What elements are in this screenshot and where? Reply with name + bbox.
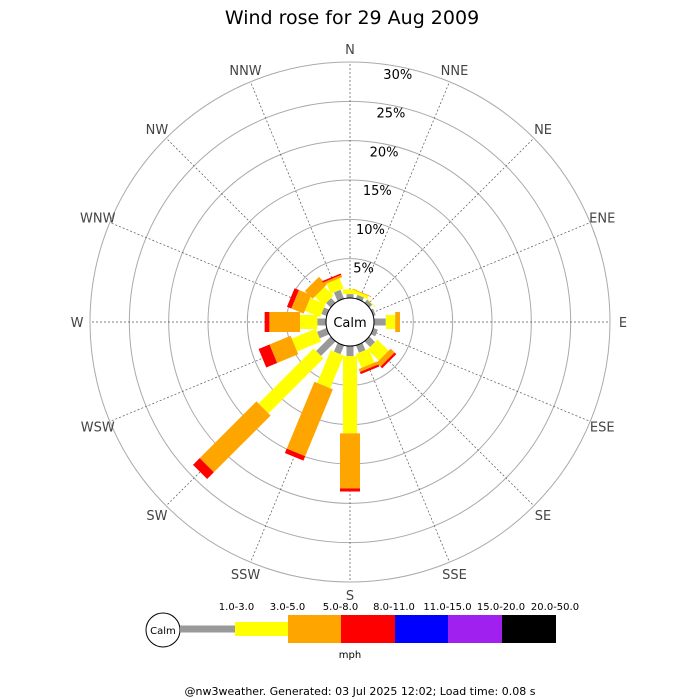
grid-spoke-SSE: [358, 344, 450, 563]
grid-spoke-NNE: [358, 81, 450, 300]
bar-SW-bin-1: [258, 348, 324, 414]
calm-center: Calm: [325, 297, 375, 347]
legend-bin-label: 15.0-20.0: [477, 602, 525, 613]
bar-WNW-bin-0: [321, 307, 330, 317]
footer-text: @nw3weather. Generated: 03 Jul 2025 12:0…: [185, 685, 536, 698]
direction-label-W: W: [71, 316, 84, 331]
radial-tick-label: 20%: [370, 145, 399, 160]
legend-swatch-1: [235, 622, 288, 636]
bar-SW-bin-3: [193, 458, 214, 479]
bar-SSW-bin-1: [317, 350, 344, 389]
bar-NW-bin-2: [304, 276, 327, 299]
bar-SSE-bin-1: [355, 348, 375, 368]
direction-label-NNE: NNE: [441, 64, 469, 79]
legend-swatch-2: [288, 615, 341, 643]
bar-SSE-bin-2: [358, 361, 379, 372]
legend-swatch-5: [448, 615, 502, 643]
bar-WNW-bin-2: [291, 290, 312, 314]
bar-WNW-bin-1: [304, 297, 326, 318]
direction-label-S: S: [346, 589, 354, 604]
bar-SSE-bin-0: [355, 342, 366, 353]
bar-WSW-bin-0: [317, 327, 330, 339]
legend-bin-label: 1.0-3.0: [219, 602, 254, 613]
direction-label-ESE: ESE: [590, 420, 615, 435]
bar-NNW-bin-3: [322, 273, 342, 283]
calm-circle: [325, 297, 375, 347]
grid-spoke-SE: [366, 338, 535, 507]
direction-labels: N NNE NE ENE E ESE SE SSE S SSW SW WSW W WNW NW NNW: [71, 43, 628, 604]
bar-SE-bin-0: [364, 336, 376, 348]
legend-bin-label: 5.0-8.0: [323, 602, 358, 613]
grid-spoke-SW: [165, 338, 334, 507]
bar-SSW-bin-3: [284, 448, 306, 461]
grid-spoke-ENE: [372, 222, 591, 314]
bar-WSW-bin-1: [291, 328, 322, 352]
radial-tick-label: 5%: [353, 262, 374, 277]
radial-tick-label: 10%: [356, 223, 385, 238]
bar-WSW-bin-3: [258, 344, 278, 368]
direction-label-E: E: [619, 316, 627, 331]
radial-tick-label: 15%: [363, 184, 392, 199]
bar-WNW-bin-3: [286, 288, 299, 309]
direction-label-WSW: WSW: [81, 420, 115, 435]
radial-tick-label: 30%: [383, 68, 412, 83]
direction-label-ENE: ENE: [589, 212, 615, 227]
direction-label-N: N: [345, 43, 355, 58]
bar-WSW-bin-2: [269, 335, 299, 364]
bar-ESE-bin-0: [370, 327, 378, 337]
calm-center-label: Calm: [333, 316, 366, 331]
grid-spoke-NE: [366, 137, 535, 306]
grid-spoke-ESE: [372, 330, 591, 422]
grid-spoke-WSW: [109, 330, 328, 422]
direction-label-SW: SW: [146, 509, 167, 524]
legend-swatch-4: [395, 615, 448, 643]
legend-swatch-6: [502, 615, 556, 643]
bar-NNE-bin-1: [354, 290, 369, 299]
direction-label-NNW: NNW: [229, 64, 261, 79]
bar-NW-bin-0: [326, 298, 336, 308]
bar-NE-bin-0: [364, 299, 373, 308]
bar-NNW-bin-2: [322, 274, 343, 285]
bar-SE-bin-3: [380, 352, 397, 369]
grid-spoke-NW: [165, 137, 334, 306]
legend-swatch-3: [341, 615, 395, 643]
direction-label-NE: NE: [534, 123, 552, 138]
legend-bin-label: 3.0-5.0: [270, 602, 305, 613]
bar-SSE-bin-3: [359, 364, 380, 375]
bar-NNE-bin-0: [355, 294, 364, 302]
bar-SE-bin-1: [367, 339, 389, 361]
grid-spoke-WNW: [109, 222, 328, 314]
chart-title: Wind rose for 29 Aug 2009: [225, 7, 479, 29]
direction-label-SSE: SSE: [442, 568, 467, 583]
radial-tick-label: 25%: [376, 107, 405, 122]
bar-NNW-bin-1: [326, 278, 344, 294]
legend-calm-label: Calm: [150, 626, 176, 637]
bar-SW-bin-2: [199, 401, 271, 473]
grid-spoke-NNW: [250, 81, 342, 300]
radial-tick-labels: 5% 10% 15% 20% 25% 30%: [353, 68, 412, 277]
grid-ring-5: [89, 61, 611, 583]
bar-SSW-bin-2: [286, 381, 333, 457]
bar-SSW-bin-0: [333, 342, 345, 355]
bar-SW-bin-0: [316, 336, 336, 356]
bar-SE-bin-2: [376, 348, 395, 367]
legend-bin-label: 11.0-15.0: [423, 602, 471, 613]
direction-label-WNW: WNW: [80, 212, 116, 227]
legend: Calm 1.0-3.0 3.0-5.0 5.0-8.0 8.0-11.0 11.0-15…: [145, 602, 579, 661]
legend-swatch-0: [180, 625, 235, 633]
direction-label-SE: SE: [535, 509, 551, 524]
legend-bin-label: 20.0-50.0: [531, 602, 579, 613]
direction-label-NW: NW: [146, 123, 169, 138]
bar-NE-bin-1: [364, 296, 376, 308]
legend-unit-label: mph: [339, 650, 361, 661]
legend-bin-label: 8.0-11.0: [373, 602, 415, 613]
direction-label-SSW: SSW: [231, 568, 261, 583]
wind-bars: [193, 273, 400, 492]
bar-NNW-bin-0: [333, 289, 345, 302]
bar-NW-bin-1: [314, 286, 334, 306]
